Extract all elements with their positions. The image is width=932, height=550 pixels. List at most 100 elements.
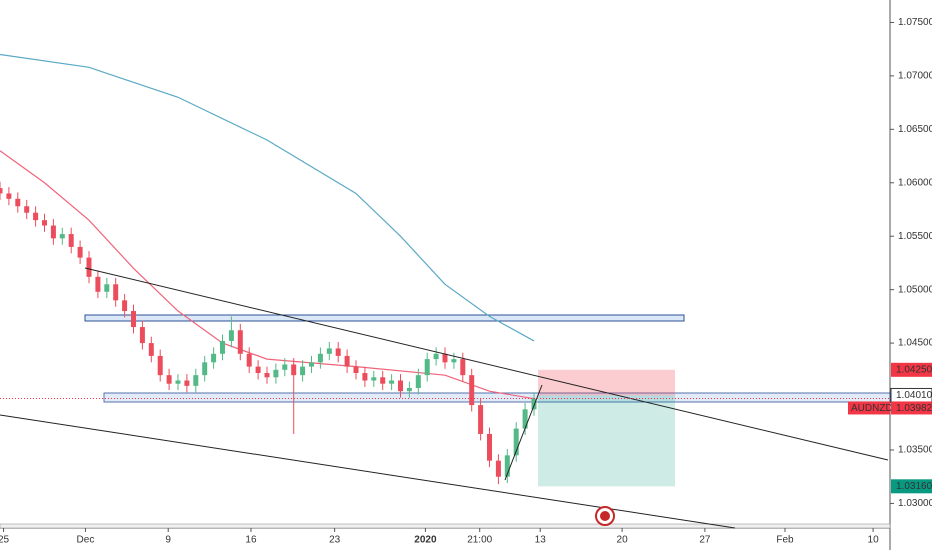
y-tick-label: 1.05000 (898, 284, 932, 295)
candle-body (15, 198, 21, 207)
candle-body (131, 311, 136, 328)
candle-body (531, 398, 537, 410)
candle-body (273, 369, 279, 378)
price-label-box (891, 479, 932, 494)
candle-body (0, 188, 3, 194)
target-zone (538, 395, 675, 487)
candle-body (362, 373, 368, 381)
candle-body (246, 353, 252, 367)
candle-body (202, 362, 208, 376)
candle-body (371, 377, 377, 381)
x-tick-label: Feb (776, 535, 794, 546)
candle-body (495, 460, 501, 477)
candle-body (50, 225, 56, 239)
candle-body (478, 405, 484, 434)
y-tick-label: 1.07500 (898, 17, 932, 28)
candle-body (406, 387, 412, 392)
x-tick-label: 13 (535, 535, 547, 546)
candle-body (300, 366, 306, 376)
candle-body (42, 220, 47, 226)
candle-body (335, 348, 341, 356)
candle-body (255, 366, 261, 374)
last-price-box (891, 401, 932, 415)
candle-body (228, 330, 234, 341)
candle-body (148, 343, 154, 356)
x-tick-label: 20 (617, 535, 629, 546)
candle-body (513, 428, 519, 456)
candle-body (469, 375, 475, 406)
y-tick-label: 1.03000 (898, 498, 932, 509)
event-icon-dot (600, 511, 610, 521)
resistance-zone (84, 314, 685, 322)
candle-body (451, 359, 457, 363)
candle-body (344, 355, 350, 367)
candle-body (398, 380, 403, 392)
candle-body (309, 362, 314, 367)
stop-zone (538, 369, 675, 396)
candle-body (380, 377, 386, 384)
y-tick-label: 1.06500 (898, 124, 932, 135)
candle-body (77, 246, 83, 258)
candle-body (104, 284, 110, 292)
x-tick-label: 2020 (414, 535, 437, 546)
price-label-box (891, 362, 932, 377)
candle-body (504, 455, 510, 477)
candle-body (59, 234, 65, 239)
x-tick-label: 25 (0, 535, 10, 546)
support-zone (103, 392, 891, 403)
candle-body (184, 380, 190, 386)
y-tick-label: 1.07000 (898, 71, 932, 82)
candle-body (6, 193, 12, 199)
candle-body (424, 359, 430, 376)
last-price-label: 1.03982 (896, 403, 932, 414)
symbol-label: AUDNZD (851, 403, 893, 414)
candle-body (113, 284, 119, 301)
candle-body (175, 380, 181, 384)
candle-body (86, 257, 92, 277)
candle-body (220, 340, 225, 354)
x-tick-label: 21:00 (467, 535, 492, 546)
candle-body (317, 353, 323, 363)
candle-body (166, 375, 172, 384)
price-label: 1.04010 (896, 390, 932, 401)
candle-body (33, 212, 39, 221)
x-tick-label: 23 (329, 535, 341, 546)
price-label: 1.03160 (896, 481, 932, 492)
trendline (504, 384, 543, 481)
candle-body (433, 353, 439, 360)
candle-body (282, 364, 288, 370)
candle-body (157, 355, 163, 376)
candle-body (122, 300, 128, 312)
moving-average (0, 53, 535, 342)
candle-body (442, 353, 448, 363)
x-tick-label: 10 (868, 535, 880, 546)
candle-body (389, 380, 395, 384)
position-tool (538, 369, 675, 487)
time-bar (0, 523, 891, 529)
y-tick-label: 1.05500 (898, 231, 932, 242)
candle-body (211, 353, 217, 363)
candle-body (68, 234, 74, 247)
plot (0, 53, 537, 485)
price-label: 1.04250 (896, 364, 932, 375)
trendline (0, 414, 736, 529)
candle-body (291, 364, 297, 376)
x-tick-label: 9 (165, 535, 171, 546)
candle-body (460, 359, 466, 376)
x-tick-label: Dec (77, 535, 95, 546)
x-tick-label: 16 (245, 535, 257, 546)
candle-body (487, 433, 492, 461)
candle-body (326, 348, 332, 354)
y-tick-label: 1.06000 (898, 177, 932, 188)
y-tick-label: 1.04500 (898, 338, 932, 349)
candle-body (139, 327, 145, 344)
candle-body (193, 375, 199, 386)
candle-body (95, 276, 101, 292)
candle-body (353, 366, 359, 374)
candle-body (264, 373, 270, 378)
symbol-box (848, 401, 890, 415)
trendline (84, 267, 889, 461)
candle-body (24, 206, 30, 213)
